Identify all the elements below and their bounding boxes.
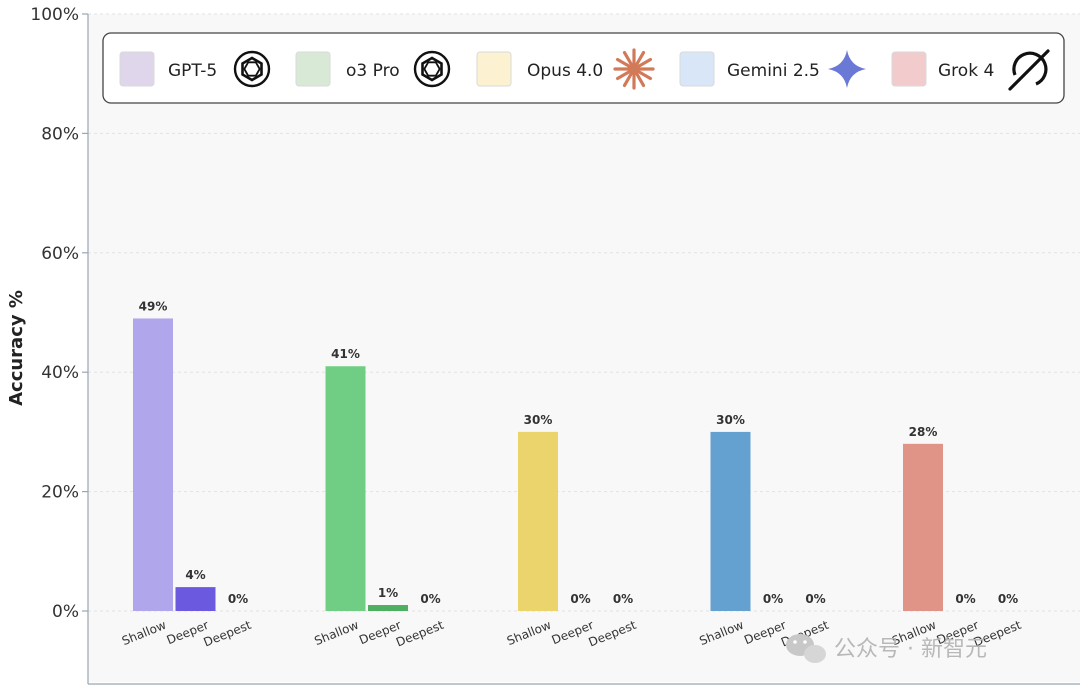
legend-swatch [891,51,927,87]
watermark-text: 公众号 · 新智元 [834,637,987,662]
legend: GPT-5 o3 Pro Opus 4.0 Gemini 2.5 Grok 4 [102,32,1065,104]
legend-box [102,32,1065,104]
legend-item: Gemini 2.5 [679,50,866,88]
bar [710,431,751,611]
bar [325,366,366,611]
y-tick-label: 0% [52,602,79,622]
y-tick-label: 100% [30,5,79,25]
legend-swatch [679,51,715,87]
bar-value-label: 0% [228,592,248,606]
bar-value-label: 28% [909,425,938,439]
legend-label: Opus 4.0 [527,61,603,81]
legend-item: GPT-5 [119,50,271,88]
legend-swatch [476,51,512,87]
bar [133,318,173,611]
legend-label: Gemini 2.5 [727,61,820,81]
bar-value-label: 4% [185,568,205,582]
gemini-icon [828,50,866,88]
legend-label: o3 Pro [346,61,400,81]
wechat-icon [786,634,826,663]
bar-value-label: 30% [524,413,553,427]
bar-value-label: 0% [955,592,975,606]
legend-item: o3 Pro [295,50,451,88]
openai-icon [413,50,451,88]
bar-value-label: 1% [378,586,398,600]
bar [518,431,558,611]
y-tick-labels: 0% 20% 40% 60% 80% 100% [30,5,88,622]
legend-item: Grok 4 [891,49,1050,91]
bar-value-label: 0% [570,592,590,606]
bar [368,605,408,611]
legend-label: Grok 4 [938,61,994,81]
legend-item: Opus 4.0 [476,48,655,90]
openai-icon [233,50,271,88]
grok-icon [1008,49,1050,91]
y-axis-label: Accuracy % [6,290,27,406]
y-tick-label: 80% [41,124,79,144]
anthropic-icon [613,48,655,90]
bar-value-label: 0% [805,592,825,606]
bar-value-label: 49% [139,299,168,313]
legend-swatch [119,51,155,87]
watermark: 公众号 · 新智元 [786,634,987,663]
bar-value-label: 0% [613,592,633,606]
bar-value-label: 0% [763,592,783,606]
bar-value-label: 0% [998,592,1018,606]
bar [175,587,216,611]
bar-value-label: 41% [331,347,360,361]
legend-label: GPT-5 [168,61,217,81]
bar-value-label: 30% [716,413,745,427]
y-tick-label: 60% [41,244,79,264]
y-tick-label: 40% [41,363,79,383]
y-tick-label: 20% [41,483,79,503]
bar [903,443,943,611]
bar-value-label: 0% [420,592,440,606]
legend-swatch [295,51,331,87]
